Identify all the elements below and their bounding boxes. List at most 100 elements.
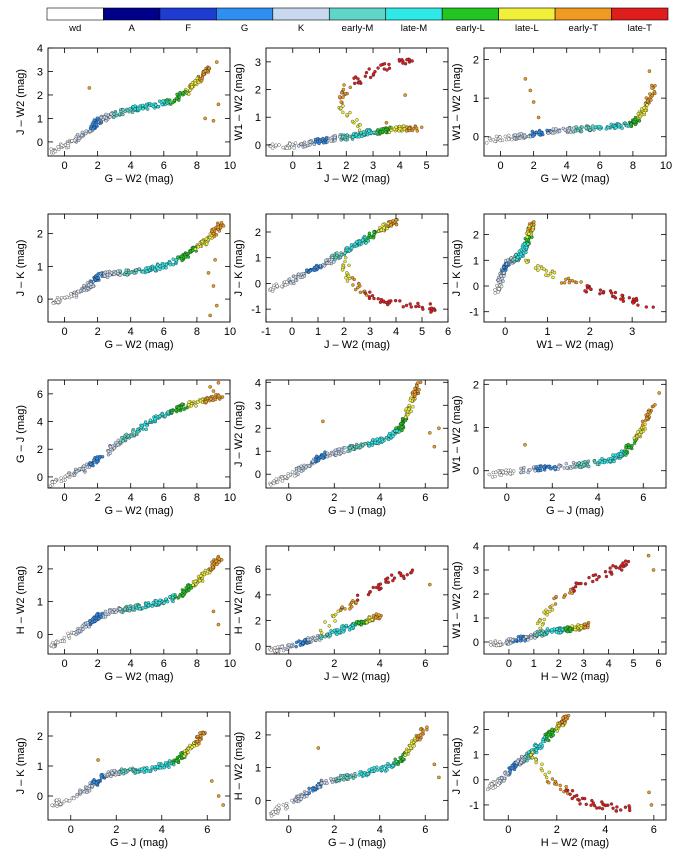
data-point — [367, 295, 372, 299]
data-point — [624, 446, 628, 450]
x-tick-label: 6 — [161, 160, 167, 172]
y-tick-label: 0 — [255, 795, 261, 807]
data-point — [340, 624, 344, 629]
data-point — [393, 761, 397, 765]
data-point — [163, 414, 168, 418]
data-point — [66, 143, 70, 148]
data-point — [290, 470, 295, 474]
y-tick-label: 2 — [473, 725, 479, 737]
y-tick-label: 4 — [255, 590, 261, 602]
data-point — [405, 573, 409, 577]
data-point — [341, 110, 345, 115]
data-point — [408, 302, 412, 306]
data-point — [157, 601, 162, 605]
data-point — [557, 129, 562, 133]
data-point — [144, 266, 148, 271]
data-point — [366, 239, 370, 243]
y-tick-label: 2 — [255, 616, 261, 628]
data-point — [351, 135, 355, 139]
x-tick-label: 2 — [95, 658, 101, 670]
y-tick-label: 3 — [473, 565, 479, 577]
data-point — [534, 760, 538, 765]
data-point — [374, 585, 379, 590]
data-point — [580, 125, 584, 129]
data-point — [645, 416, 649, 421]
data-point — [522, 757, 527, 762]
data-point — [146, 603, 151, 608]
data-point — [145, 269, 149, 274]
data-point — [493, 640, 498, 645]
data-point — [582, 796, 587, 801]
x-tick-label: 4 — [128, 160, 134, 172]
data-point — [562, 595, 566, 600]
data-point — [619, 297, 623, 301]
outlier-point — [647, 69, 652, 73]
data-point — [632, 436, 636, 440]
data-point — [361, 130, 366, 134]
data-point — [109, 774, 113, 779]
data-point — [108, 115, 112, 119]
data-point — [158, 414, 162, 418]
data-point — [308, 637, 313, 642]
data-point — [600, 456, 604, 461]
data-point — [355, 598, 360, 602]
data-point — [533, 266, 538, 270]
data-point — [333, 257, 337, 262]
outlier-point — [403, 93, 407, 97]
y-tick-label: 2 — [37, 564, 43, 576]
data-point — [285, 146, 289, 150]
data-point — [595, 577, 599, 582]
data-point — [379, 228, 383, 232]
x-tick-label: 3 — [581, 658, 587, 670]
data-point — [365, 620, 369, 625]
data-point — [158, 598, 162, 602]
x-tick-label: 2 — [341, 326, 347, 338]
outlier-point — [646, 553, 651, 558]
data-point — [574, 584, 578, 589]
data-point — [186, 750, 190, 755]
data-point — [389, 573, 394, 577]
data-point — [591, 801, 595, 805]
data-point — [157, 762, 161, 766]
data-point — [323, 620, 327, 624]
data-point — [547, 770, 551, 774]
outlier-point — [437, 426, 441, 431]
outlier-point — [211, 609, 216, 614]
data-point — [545, 738, 550, 742]
data-point — [394, 223, 399, 227]
data-point — [384, 130, 388, 134]
data-point — [128, 767, 132, 771]
plot-frame — [483, 545, 667, 655]
data-point — [623, 452, 627, 456]
data-point — [68, 799, 72, 803]
x-tick-label: 3 — [367, 326, 373, 338]
y-tick-label: 6 — [37, 389, 43, 401]
data-point — [175, 759, 179, 763]
data-point — [532, 220, 536, 224]
data-point — [353, 81, 357, 86]
data-point — [418, 727, 423, 731]
data-point — [565, 629, 570, 634]
data-point — [377, 613, 381, 617]
data-point — [160, 763, 164, 767]
x-tick-label: 3 — [370, 160, 376, 172]
data-point — [550, 608, 555, 612]
colorbar-label: K — [298, 23, 305, 34]
scatter-points — [485, 69, 657, 145]
data-point — [274, 810, 278, 814]
data-point — [629, 122, 633, 126]
data-point — [296, 272, 301, 276]
data-point — [524, 635, 528, 639]
data-point — [357, 128, 362, 132]
outlier-point — [210, 779, 214, 783]
x-tick-label: 0 — [68, 824, 74, 836]
data-point — [277, 143, 281, 147]
data-point — [339, 106, 343, 110]
x-tick-label: 4 — [377, 658, 383, 670]
plot-frame — [265, 711, 449, 821]
data-point — [420, 125, 424, 129]
plot-frame — [47, 213, 231, 323]
data-point — [110, 771, 114, 775]
